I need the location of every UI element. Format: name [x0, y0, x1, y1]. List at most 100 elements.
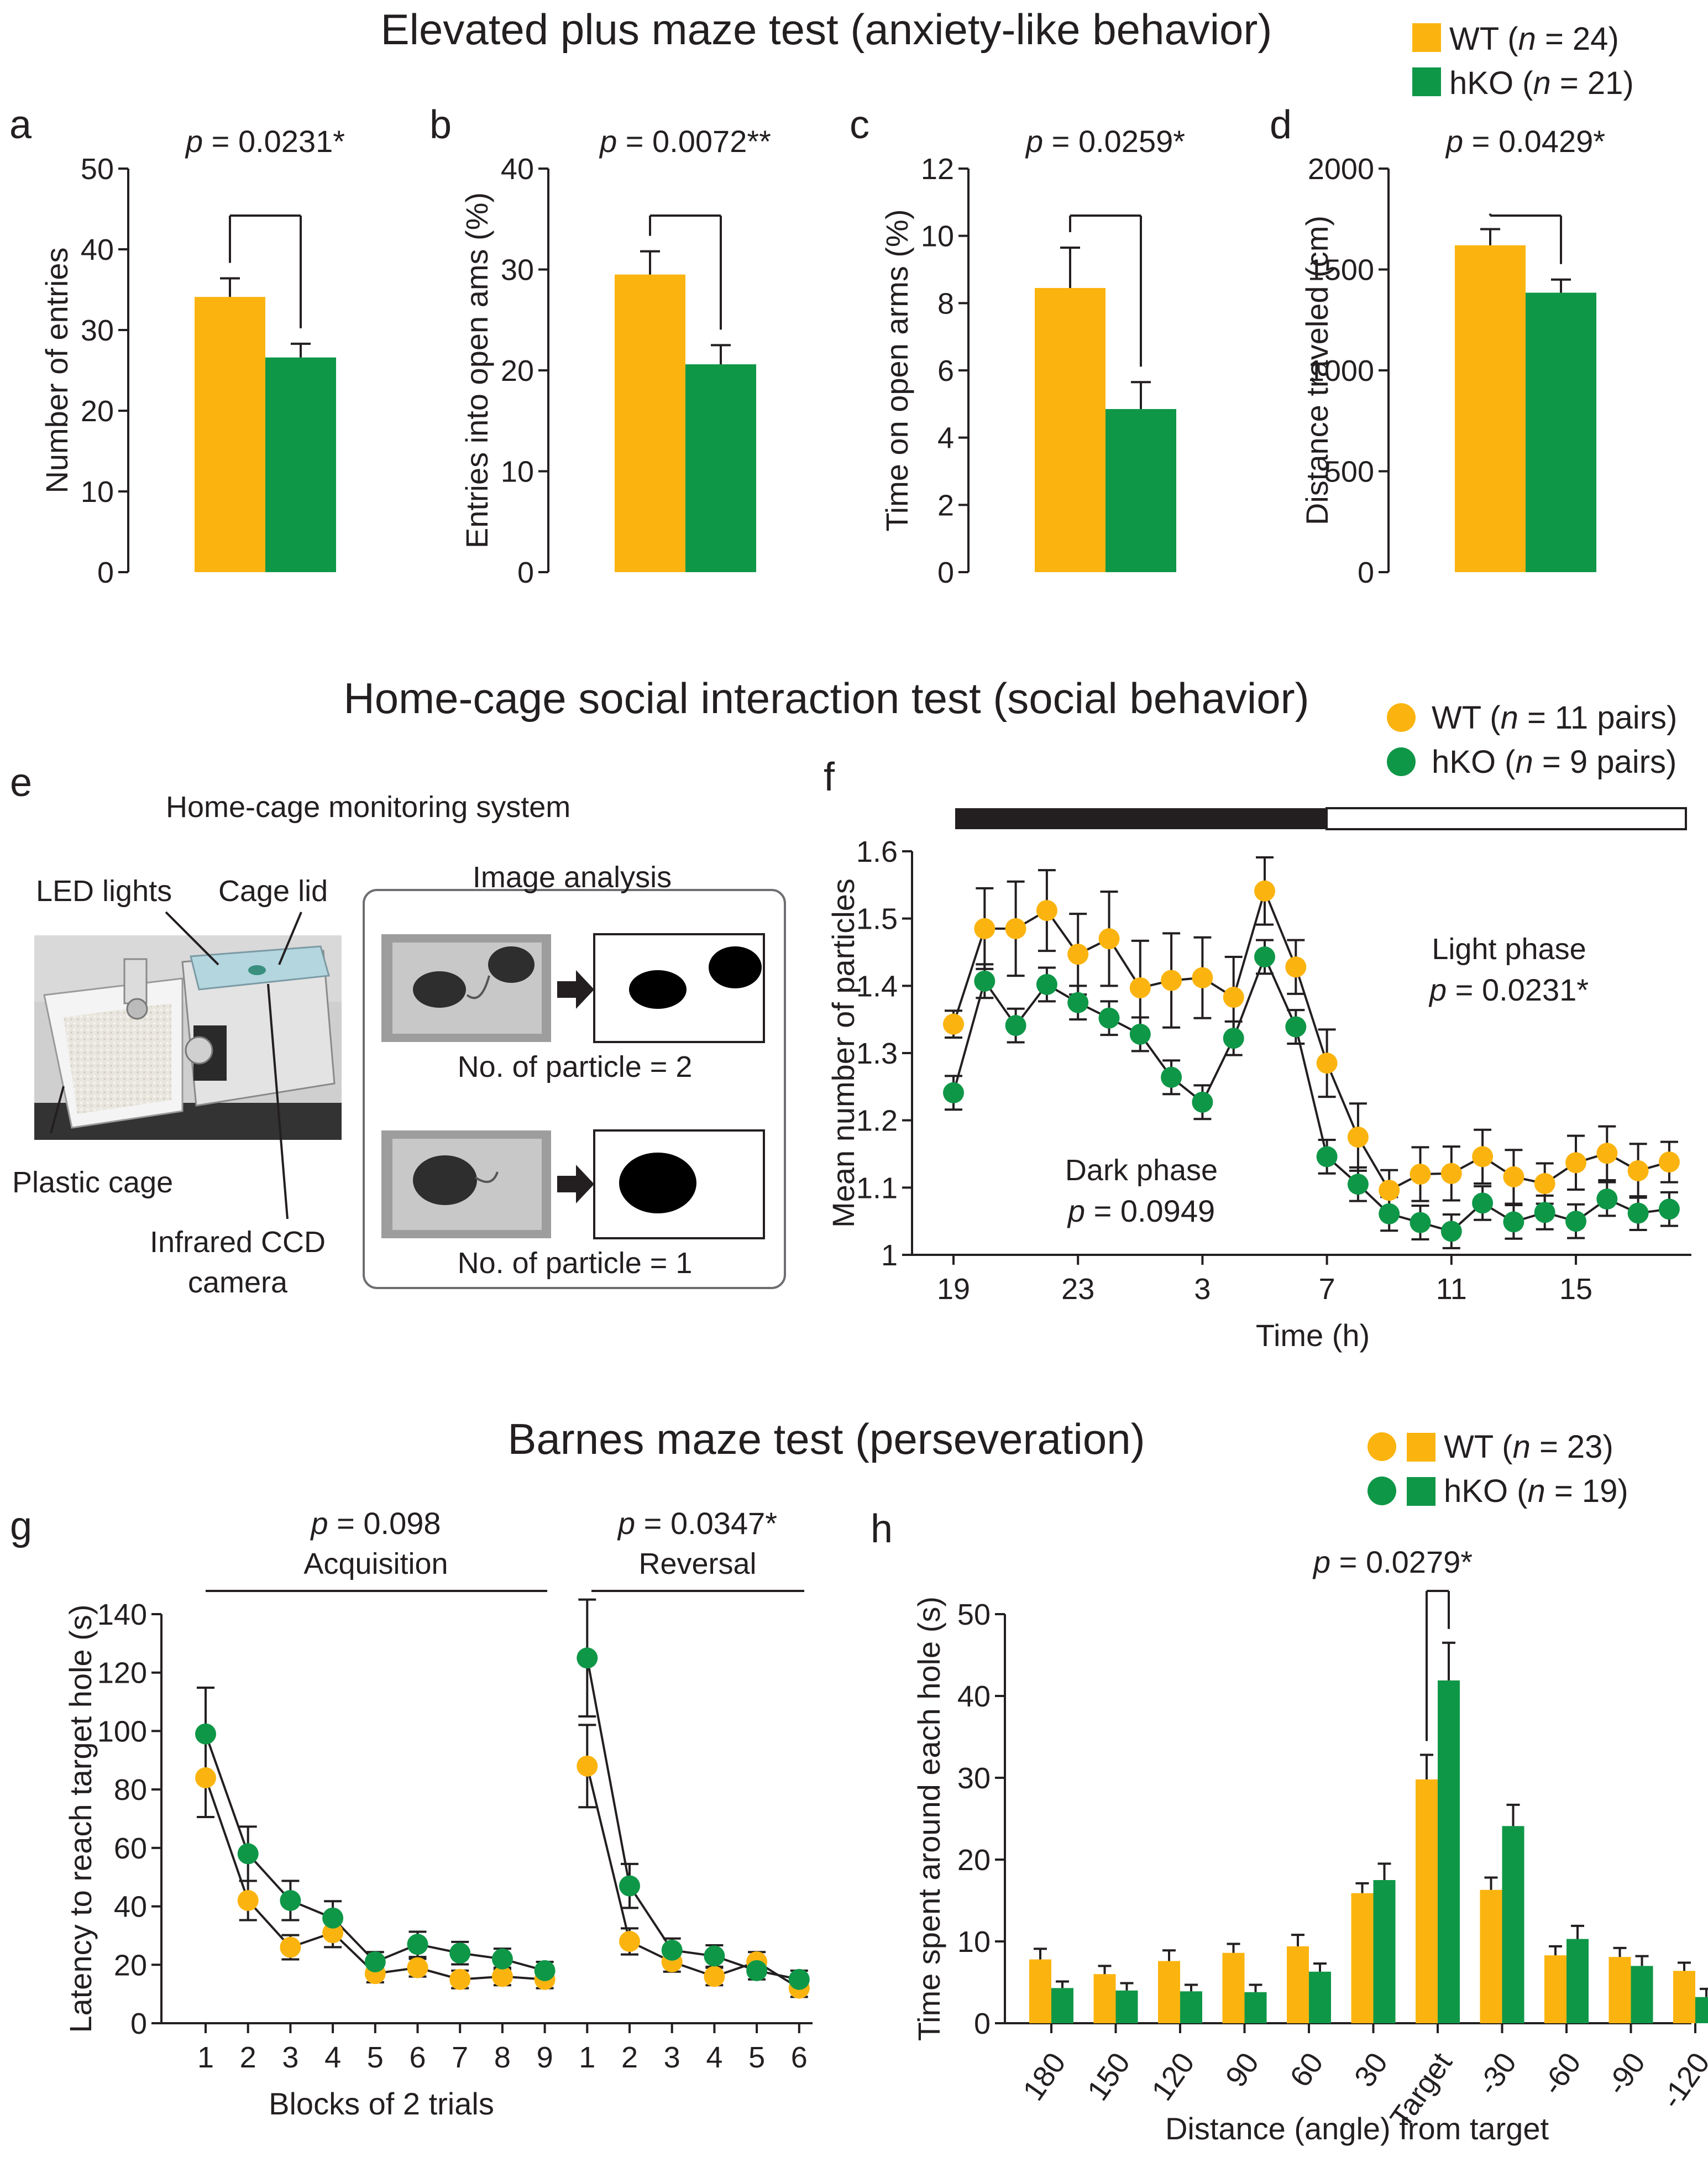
legend-hko-label: hKO (n = 19) [1444, 1473, 1628, 1509]
point-hko [280, 1890, 301, 1911]
panel-label-b: b [429, 103, 452, 147]
point-hko [449, 1943, 471, 1964]
point-wt [619, 1931, 640, 1952]
legend-wt-marker [1387, 703, 1416, 732]
y-tick-label: 40 [501, 153, 534, 186]
panel-label-e: e [10, 761, 32, 805]
point-wt [1036, 900, 1057, 922]
point-hko [407, 1934, 428, 1955]
point-hko [577, 1647, 598, 1669]
x-tick-label: 11 [1436, 1273, 1467, 1306]
point-hko [1347, 1174, 1369, 1195]
panel-b: b Entries into open ams (%) 0 10 20 30 40 p = 0… [429, 103, 771, 589]
point-hko [1223, 1028, 1244, 1049]
point-wt [1534, 1173, 1555, 1195]
bar-hko [1631, 1966, 1653, 2023]
raw-image-two-mice [381, 934, 551, 1042]
cage-lid-label: Cage lid [218, 875, 328, 908]
y-axis-label: Number of entries [39, 247, 74, 493]
infrared-ccd-label: Infrared CCD [150, 1226, 326, 1259]
point-hko [1316, 1146, 1338, 1167]
x-axis-label: Time (h) [1256, 1318, 1370, 1353]
p-value: p = 0.0072** [599, 124, 771, 159]
legend-wt-label: WT (n = 11 pairs) [1432, 700, 1677, 736]
point-hko [1658, 1198, 1680, 1220]
particle-count-1: No. of particle = 1 [458, 1247, 693, 1280]
y-tick-label: 40 [957, 1680, 991, 1713]
bar-hko [265, 357, 336, 572]
y-tick-label: 20 [957, 1844, 991, 1877]
point-wt [1658, 1151, 1680, 1173]
point-wt [1347, 1127, 1369, 1148]
bar-hko [1115, 1990, 1138, 2023]
y-tick-label: 0 [974, 2007, 991, 2040]
x-tick-label: 5 [748, 2041, 765, 2074]
x-tick-label: 30 [1348, 2046, 1395, 2093]
legend-epm: WT (n = 24) hKO (n = 21) [1412, 21, 1634, 101]
point-hko [1254, 946, 1275, 968]
x-axis-label: Distance (angle) from target [1165, 2111, 1549, 2146]
bar-hko [1566, 1939, 1589, 2023]
x-tick-label: 9 [537, 2041, 553, 2074]
y-tick-label: 80 [114, 1773, 147, 1807]
point-wt [943, 1013, 964, 1035]
legend-wt-swatch [1412, 23, 1441, 52]
x-tick-label: 6 [409, 2041, 426, 2074]
point-hko [491, 1948, 513, 1970]
legend-hko-swatch [1407, 1477, 1435, 1506]
y-tick-label: 0 [517, 556, 534, 589]
point-wt [1316, 1053, 1338, 1074]
bar-wt [1351, 1893, 1374, 2023]
legend-hko-swatch [1412, 67, 1441, 96]
point-hko [1192, 1091, 1213, 1113]
y-tick-label: 30 [957, 1762, 991, 1795]
panel-g: g Latency to reach target hole (s) 0 20 40 60… [10, 1504, 813, 2121]
point-wt [280, 1936, 301, 1958]
y-axis-label: Distance traveled (cm) [1300, 216, 1334, 525]
p-value: p = 0.0429* [1445, 124, 1605, 159]
x-tick-label: 60 [1283, 2046, 1330, 2093]
y-tick-label: 10 [921, 220, 954, 253]
point-hko [534, 1960, 556, 1981]
x-tick-label: 7 [1319, 1273, 1335, 1306]
bar-hko [685, 364, 756, 572]
x-axis-label: Blocks of 2 trials [269, 2086, 494, 2121]
point-hko [1161, 1066, 1182, 1088]
series-line-wt [586, 1766, 800, 1990]
y-tick-label: 1 [881, 1239, 898, 1272]
point-hko [237, 1843, 259, 1865]
panel-f: f Mean number of particles 1 1.1 1.2 1.3 1.4 1.… [824, 755, 1691, 1353]
panel-a: a Number of entries 0 10 20 30 40 50 p = 0.0231* [9, 103, 345, 589]
point-hko [1472, 1192, 1494, 1214]
y-tick-label: 40 [114, 1891, 147, 1924]
bar-wt [1029, 1959, 1051, 2023]
x-tick-label: 1 [197, 2041, 214, 2074]
bar-wt [1416, 1779, 1438, 2023]
y-axis-label: Time spent around each hole (s) [911, 1596, 946, 2041]
led-lights-label: LED lights [36, 875, 172, 908]
point-hko [619, 1875, 640, 1897]
point-hko [1005, 1015, 1026, 1036]
bar-hko [1502, 1826, 1524, 2023]
bar-wt [1480, 1889, 1502, 2023]
point-wt [974, 918, 996, 939]
y-tick-label: 12 [921, 153, 954, 186]
dark-phase-label: Dark phase [1065, 1154, 1218, 1187]
p-value: p = 0.0279* [1312, 1545, 1473, 1579]
point-hko [1285, 1016, 1307, 1038]
legend-hko-label: hKO (n = 21) [1449, 65, 1634, 101]
reversal-p-value: p = 0.0347* [617, 1506, 777, 1541]
particle-count-2: No. of particle = 2 [458, 1050, 693, 1083]
panel-label-h: h [871, 1507, 893, 1551]
plastic-cage-label: Plastic cage [12, 1166, 173, 1199]
point-hko [1379, 1203, 1400, 1224]
image-analysis-title: Image analysis [473, 861, 672, 894]
x-tick-label: 3 [1194, 1273, 1211, 1306]
binary-image-one-particle [593, 1129, 765, 1239]
point-hko [943, 1082, 964, 1103]
dark-phase-bar [955, 808, 1327, 829]
panel-label-f: f [824, 755, 835, 799]
arrow-icon [557, 970, 594, 1009]
panel-label-a: a [9, 103, 32, 147]
point-hko [661, 1939, 683, 1961]
